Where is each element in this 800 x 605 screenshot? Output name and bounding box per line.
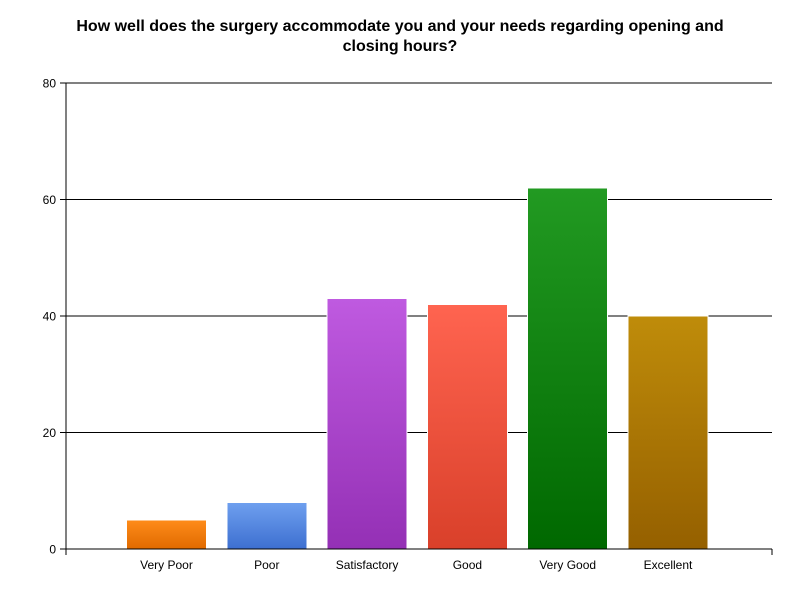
bar-very-poor — [126, 519, 207, 550]
bar-satisfactory — [326, 298, 408, 550]
chart-title: How well does the surgery accommodate yo… — [76, 18, 724, 55]
y-tick-label: 80 — [43, 77, 57, 91]
y-tick-label: 0 — [49, 543, 56, 557]
bars — [126, 187, 709, 550]
bar-excellent — [627, 315, 709, 550]
bar-poor — [226, 501, 308, 550]
bar-very-good — [527, 187, 609, 550]
y-tick-label: 20 — [43, 426, 57, 440]
x-tick-label: Poor — [254, 558, 279, 572]
x-tick-label: Very Good — [539, 558, 596, 572]
x-tick-label: Very Poor — [140, 558, 193, 572]
x-tick-label: Satisfactory — [336, 558, 399, 572]
y-tick-label: 60 — [43, 193, 57, 207]
x-tick-label: Good — [453, 558, 482, 572]
y-tick-label: 40 — [43, 310, 57, 324]
tick-labels: 0 20 40 60 80 Very Poor Poor Satisfactory Good Ve… — [43, 77, 693, 573]
x-tick-label: Excellent — [644, 558, 693, 572]
bar-good — [426, 303, 508, 550]
axes — [60, 83, 773, 555]
